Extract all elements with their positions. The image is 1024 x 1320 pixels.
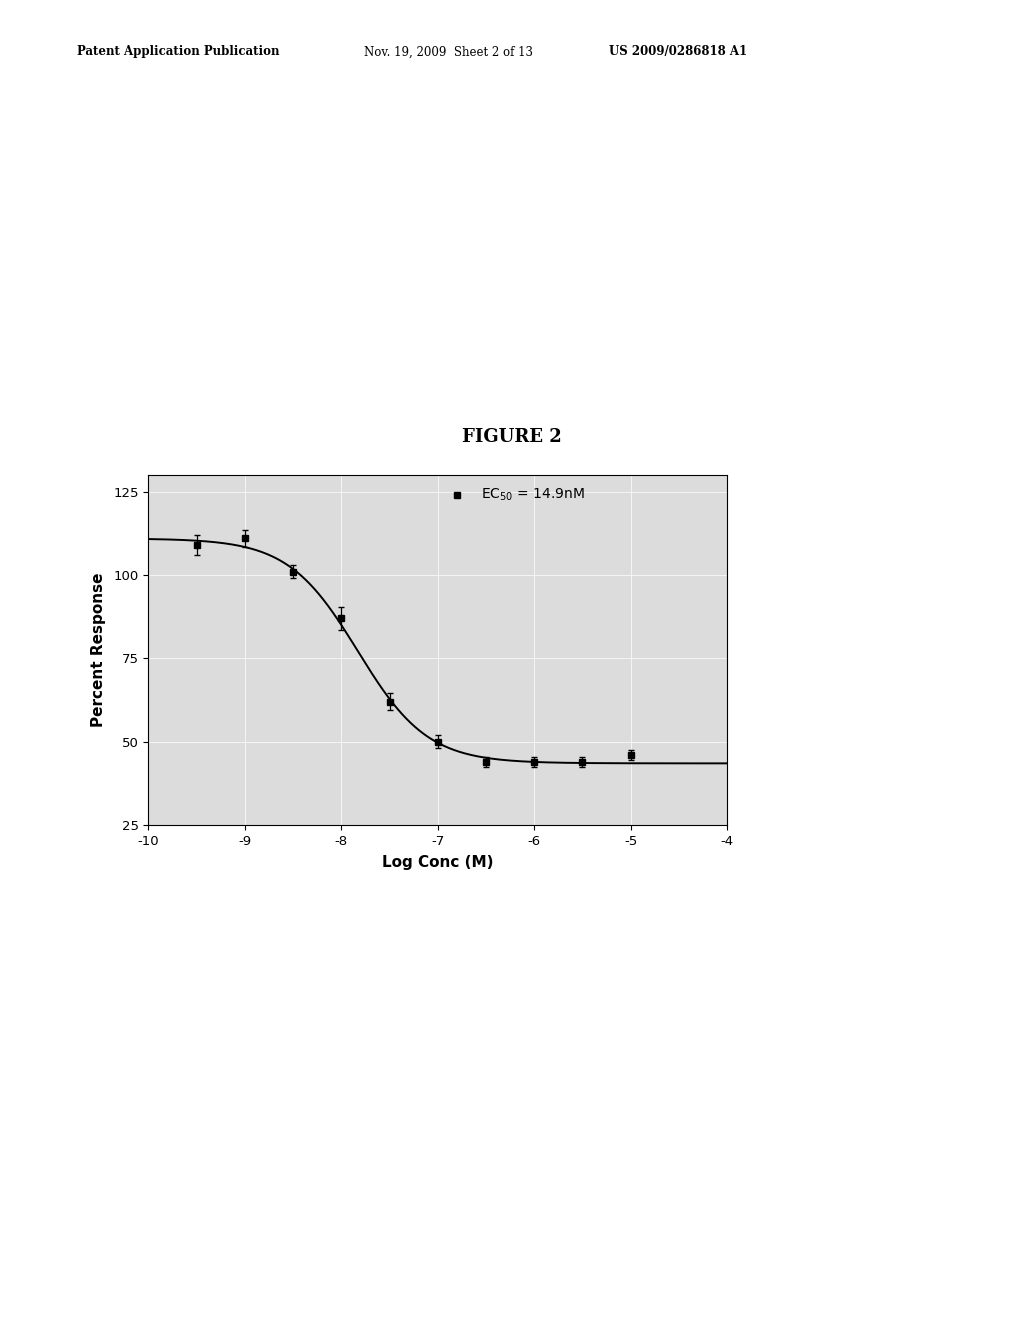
Text: FIGURE 2: FIGURE 2 bbox=[462, 428, 562, 446]
Text: US 2009/0286818 A1: US 2009/0286818 A1 bbox=[609, 45, 748, 58]
Text: Patent Application Publication: Patent Application Publication bbox=[77, 45, 280, 58]
X-axis label: Log Conc (M): Log Conc (M) bbox=[382, 854, 494, 870]
Text: Nov. 19, 2009  Sheet 2 of 13: Nov. 19, 2009 Sheet 2 of 13 bbox=[364, 45, 532, 58]
Text: EC$_{50}$ = 14.9nM: EC$_{50}$ = 14.9nM bbox=[481, 487, 586, 503]
Y-axis label: Percent Response: Percent Response bbox=[91, 573, 106, 727]
